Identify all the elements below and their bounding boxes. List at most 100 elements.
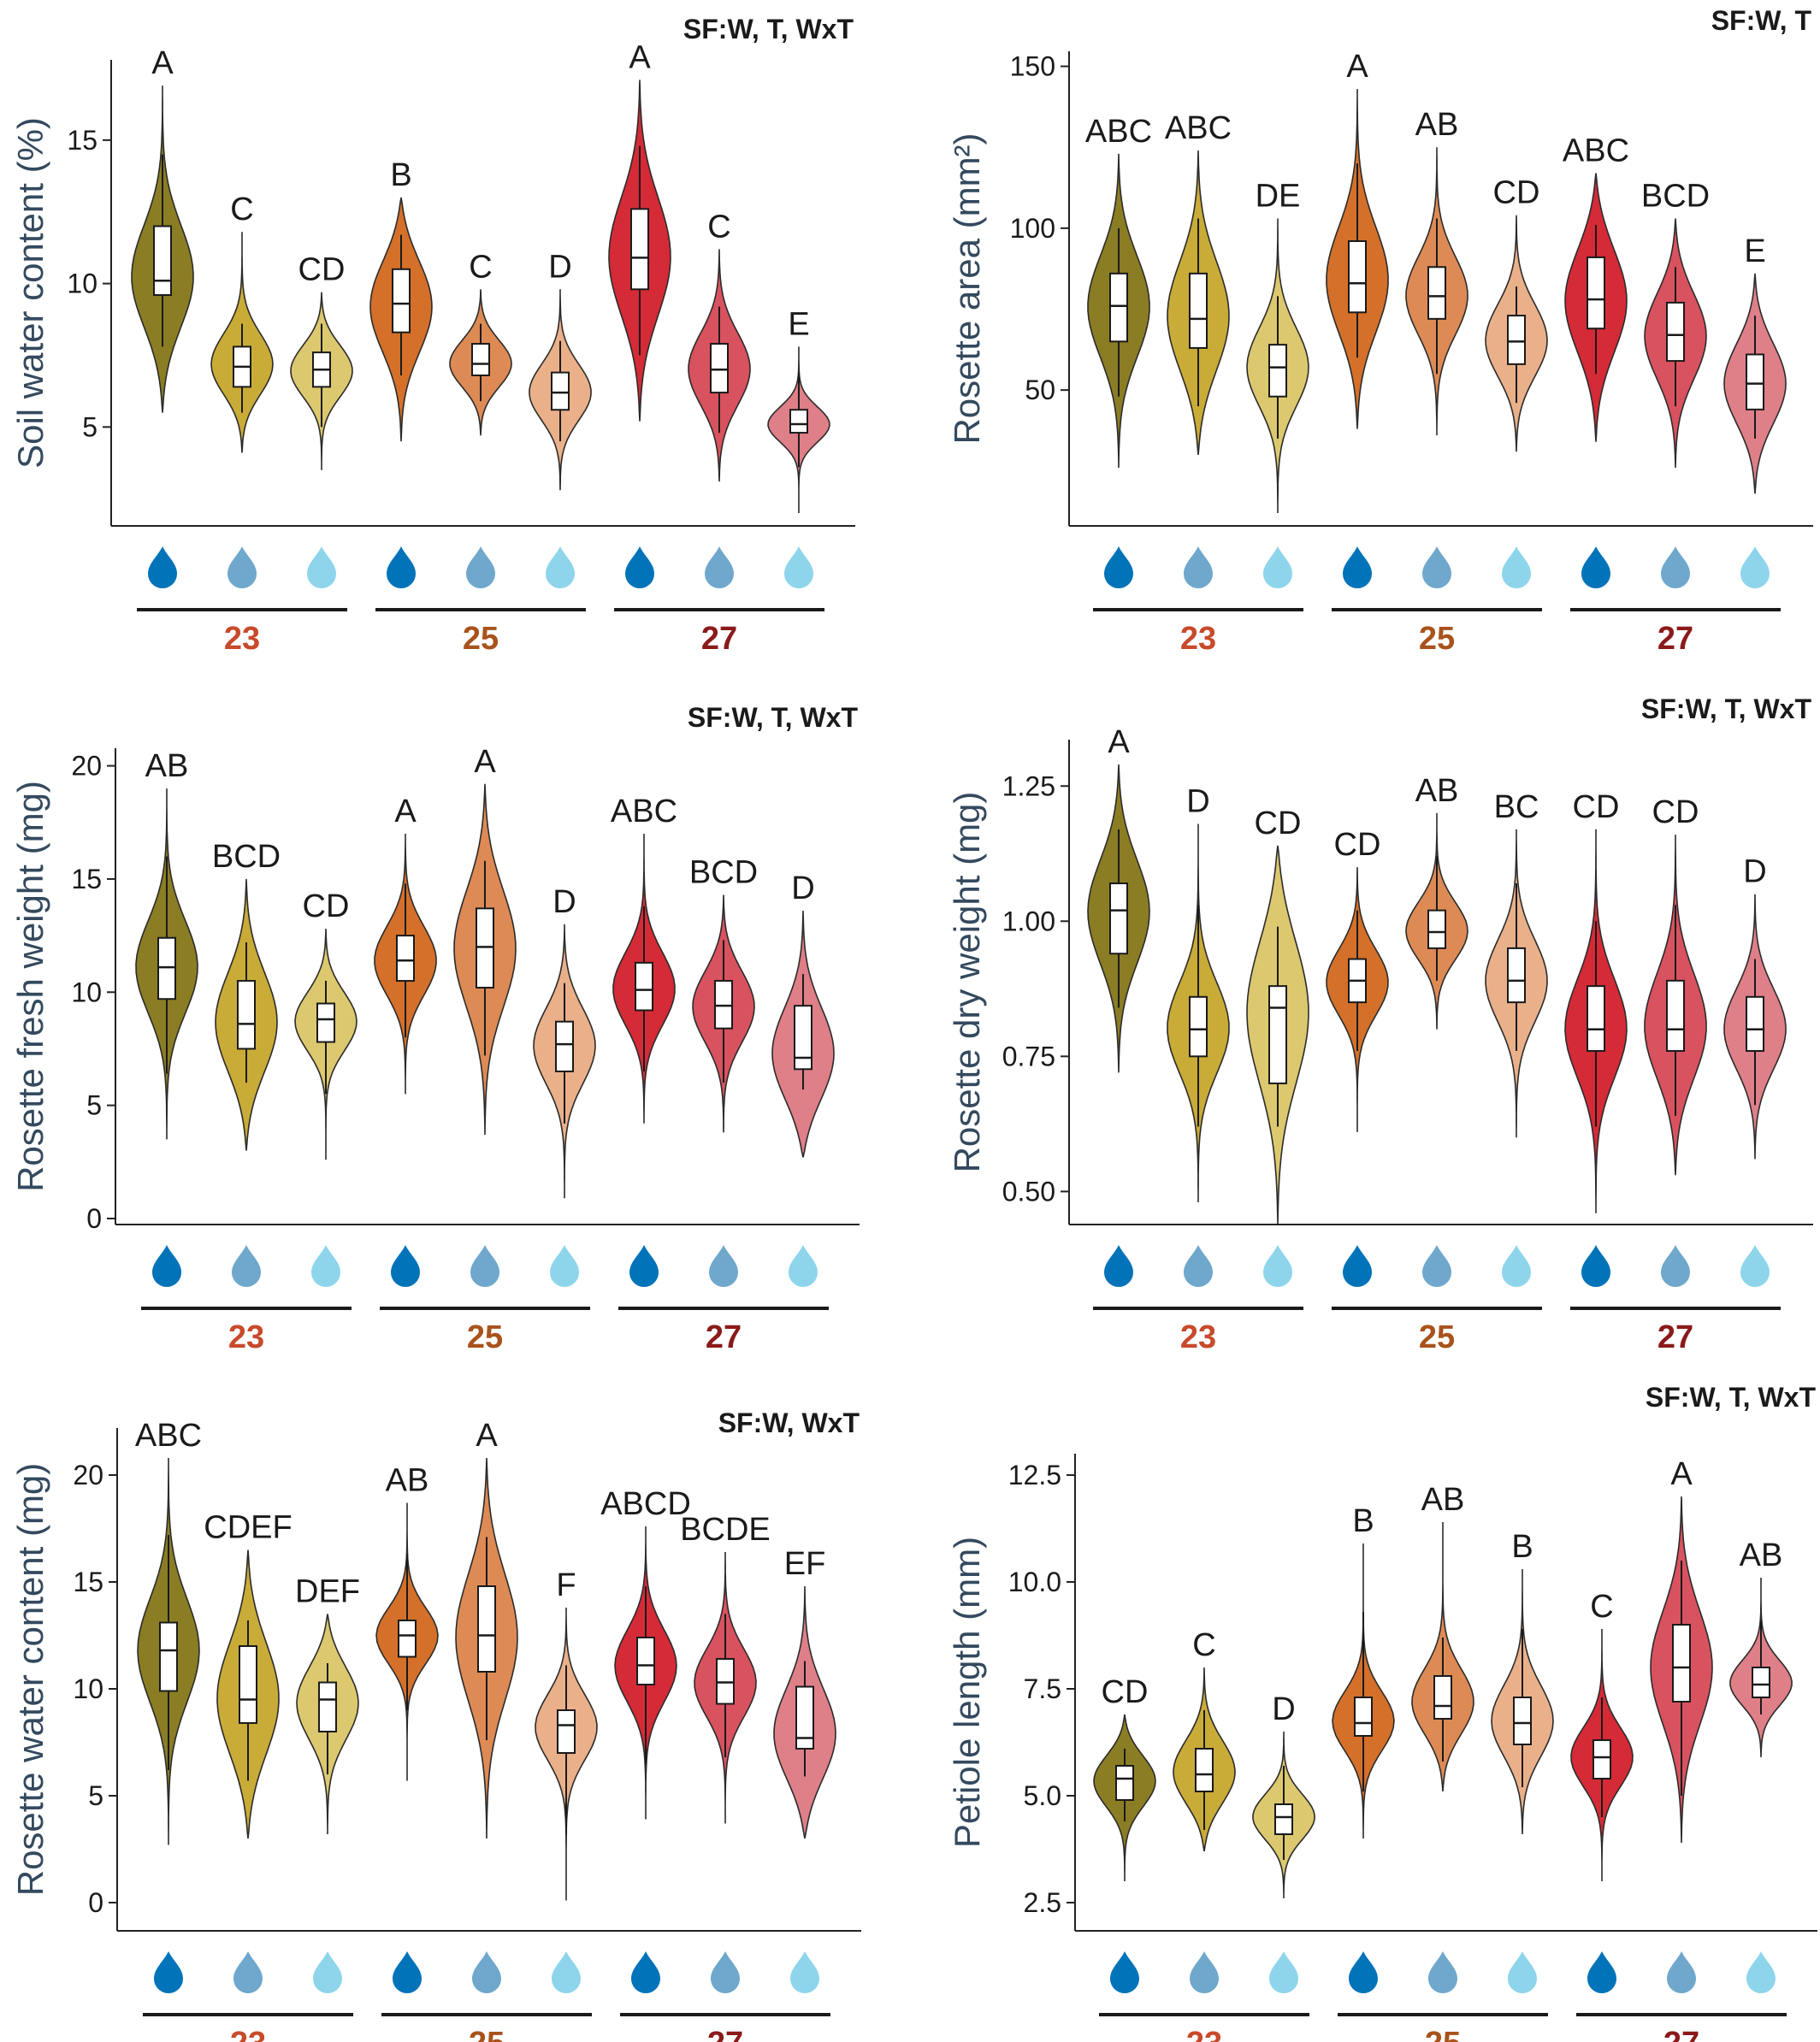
water-drop-icon [784, 546, 813, 588]
significance-letter: ABC [1085, 114, 1152, 150]
significance-letter: EF [784, 1546, 826, 1582]
significance-letter: E [788, 306, 809, 342]
box [398, 1620, 417, 1658]
water-drop-icon [232, 1245, 261, 1287]
y-tick-label: 5 [82, 411, 98, 442]
water-drop-icon [711, 1951, 740, 1993]
box [1109, 272, 1128, 343]
box [551, 371, 570, 411]
water-drop-icon [391, 1245, 420, 1287]
water-drop-icon [311, 1245, 340, 1287]
panel-petiole: 2.5 5.0 7.5 10.0 12.5 Petiole length (mm) SF:W… [947, 1382, 1817, 2042]
significance-letter: AB [1415, 773, 1459, 809]
significance-letter: ABCD [600, 1486, 691, 1522]
significance-letter: CD [1255, 806, 1302, 841]
water-drop-icon [472, 1951, 501, 1993]
group-label: 23 [230, 2026, 266, 2042]
water-drop-icon [1110, 1951, 1139, 1993]
significance-letter: ABC [1165, 110, 1232, 146]
significance-letter: CD [1652, 794, 1699, 830]
water-drop-icon [1184, 1245, 1213, 1287]
box [1746, 353, 1764, 410]
box [1513, 1697, 1532, 1745]
significance-letter: BCD [1641, 179, 1710, 215]
water-drop-icon [1422, 1245, 1451, 1287]
significance-letter: CD [1334, 827, 1381, 863]
box [316, 1002, 335, 1043]
significance-letter: D [1272, 1691, 1295, 1727]
significance-letter: B [390, 157, 411, 193]
y-tick-label: 5.0 [1024, 1780, 1061, 1811]
water-drop-icon [1661, 1245, 1690, 1287]
significance-letter: BCDE [680, 1512, 771, 1548]
box [1427, 909, 1446, 949]
group-label: 23 [228, 1319, 264, 1355]
significance-letter: C [469, 249, 492, 285]
box [1666, 301, 1685, 363]
y-tick-label: 5 [86, 1090, 102, 1121]
significance-letter: A [474, 744, 496, 780]
box [476, 907, 494, 989]
group-label: 23 [1186, 2026, 1222, 2042]
box [636, 1637, 655, 1685]
box [396, 935, 415, 983]
group-label: 25 [469, 2026, 505, 2042]
y-tick-label: 1.25 [1002, 770, 1055, 801]
y-tick-label: 1.00 [1002, 906, 1055, 936]
panel-fresh: 0 5 10 15 20 Rosette fresh weight (mg) SF:W, T… [10, 702, 860, 1355]
significance-letter: BCD [212, 839, 281, 875]
water-drop-icon [1502, 546, 1531, 588]
y-tick-label: 10 [73, 1673, 103, 1704]
water-drop-icon [1667, 1951, 1696, 1993]
y-tick-label: 2.5 [1024, 1887, 1061, 1918]
y-tick-label: 0 [88, 1887, 103, 1918]
water-drop-icon [709, 1245, 738, 1287]
box [1666, 979, 1685, 1053]
significance-letter: DEF [295, 1574, 360, 1610]
water-drop-icon [1740, 546, 1770, 588]
box [477, 1585, 496, 1673]
significance-letter: C [707, 209, 730, 245]
y-axis-label: Soil water content (%) [10, 117, 50, 469]
water-drop-icon [233, 1951, 263, 1993]
box [471, 343, 490, 376]
significance-letter: A [151, 45, 174, 81]
box [1752, 1667, 1770, 1698]
y-tick-label: 0.75 [1002, 1041, 1055, 1071]
significance-letter: AB [1421, 1482, 1465, 1518]
box [1427, 266, 1446, 320]
group-label: 27 [707, 2026, 743, 2042]
water-drop-icon [1269, 1951, 1298, 1993]
water-drop-icon [1502, 1245, 1531, 1287]
water-drop-icon [1508, 1951, 1537, 1993]
water-drop-icon [1746, 1951, 1776, 1993]
box [794, 1005, 812, 1071]
box [710, 343, 729, 394]
y-tick-label: 150 [1010, 51, 1055, 82]
significance-letter: C [230, 192, 253, 227]
water-drop-icon [705, 546, 734, 588]
water-drop-icon [313, 1951, 342, 1993]
group-label: 25 [1425, 2026, 1461, 2042]
box [1268, 985, 1287, 1084]
group-label: 25 [467, 1319, 503, 1355]
water-drop-icon [1422, 546, 1451, 588]
significance-letter: C [1590, 1589, 1613, 1625]
box [1109, 882, 1128, 955]
box [1507, 947, 1526, 1004]
y-tick-label: 10 [71, 977, 102, 1007]
y-axis-label: Rosette fresh weight (mg) [10, 781, 50, 1192]
y-tick-label: 15 [67, 125, 98, 156]
box [1507, 315, 1526, 365]
box [153, 225, 172, 297]
water-drop-icon [789, 1245, 818, 1287]
significance-letter: BC [1494, 789, 1539, 825]
significance-letter: CD [1493, 175, 1540, 211]
box [318, 1681, 337, 1732]
significance-letter: C [1192, 1627, 1215, 1663]
y-tick-label: 7.5 [1024, 1673, 1061, 1704]
box [1672, 1624, 1691, 1703]
box [1268, 344, 1287, 398]
